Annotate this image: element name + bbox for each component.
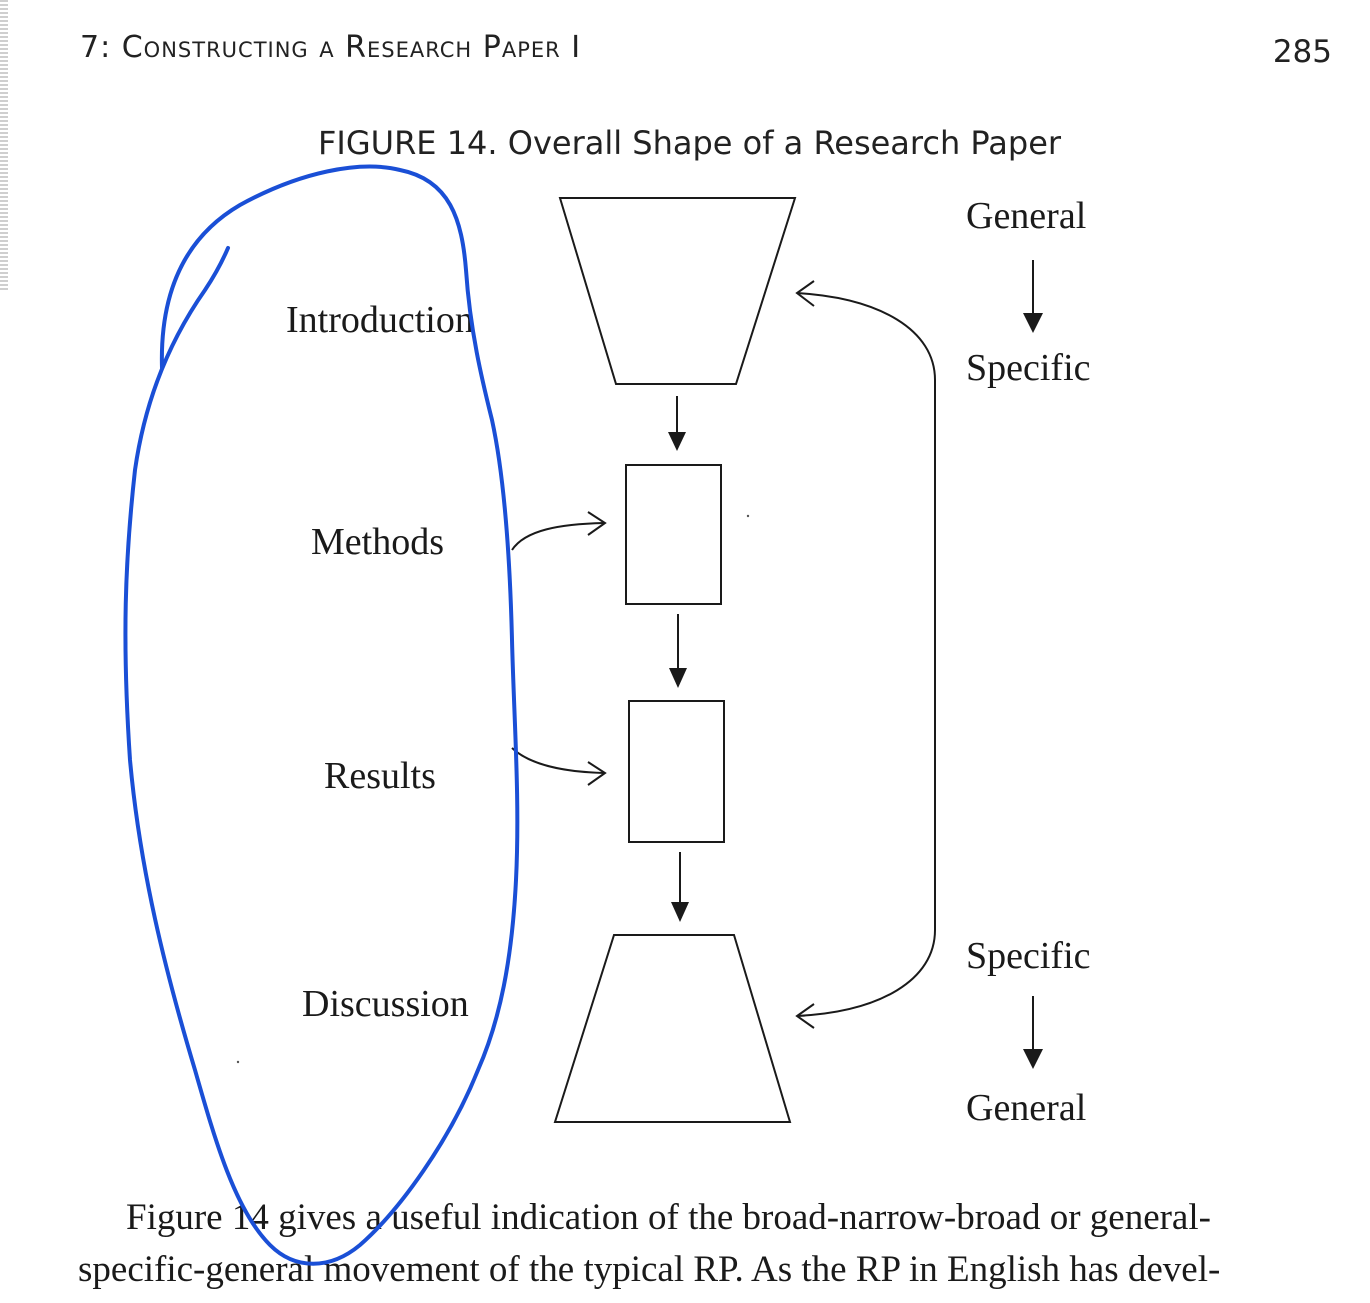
arrowhead-methods-to-results bbox=[669, 668, 687, 688]
discussion-funnel-shape bbox=[553, 934, 792, 1123]
running-head: 7: Constructing a Research Paper I bbox=[80, 30, 582, 65]
page-number: 285 bbox=[1272, 34, 1332, 70]
label-results: Results bbox=[324, 755, 436, 797]
arrowhead-results-to-discussion bbox=[671, 902, 689, 922]
label-discussion: Discussion bbox=[302, 983, 469, 1025]
scan-edge bbox=[0, 0, 8, 290]
label-introduction: Introduction bbox=[286, 299, 474, 341]
introduction-funnel-shape bbox=[558, 197, 797, 385]
results-box-shape bbox=[628, 700, 725, 843]
body-line-2: specific-general movement of the typical… bbox=[78, 1249, 1221, 1290]
arrow-results-label bbox=[511, 747, 605, 774]
label-methods: Methods bbox=[311, 521, 444, 563]
label-top-specific: Specific bbox=[966, 347, 1091, 389]
arrowhead-intro-to-methods bbox=[668, 432, 686, 451]
methods-box-shape bbox=[625, 464, 722, 605]
label-bottom-general: General bbox=[966, 1087, 1087, 1129]
figure-caption: FIGURE 14. Overall Shape of a Research P… bbox=[318, 124, 1062, 162]
label-top-general: General bbox=[966, 195, 1087, 237]
body-line-1: Figure 14 gives a useful indication of t… bbox=[126, 1197, 1211, 1238]
arrow-methods-label bbox=[511, 522, 605, 551]
body-text: Figure 14 gives a useful indication of t… bbox=[78, 1192, 1340, 1296]
label-bottom-specific: Specific bbox=[966, 935, 1091, 977]
intro-discussion-link-arrow bbox=[796, 292, 936, 1017]
